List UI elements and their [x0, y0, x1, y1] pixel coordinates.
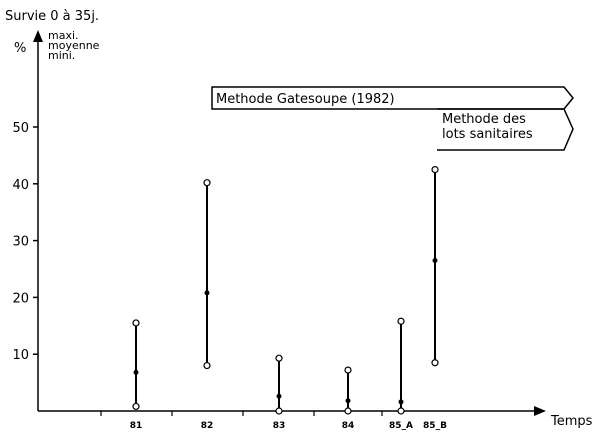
y-tick-label: 10: [12, 348, 29, 363]
max-point: [132, 319, 140, 327]
min-point: [132, 402, 140, 411]
y-tick-label: 50: [12, 121, 29, 136]
x-tick-label: 83: [273, 421, 286, 431]
mean-point: [398, 399, 404, 405]
mean-point: [432, 257, 438, 263]
mean-point: [345, 398, 351, 404]
method-lots-banner: [437, 108, 574, 151]
method-lots-label-line2: lots sanitaires: [442, 127, 533, 142]
min-point: [431, 359, 439, 367]
max-point: [203, 179, 211, 187]
x-axis-arrow: [534, 406, 546, 416]
y-axis-arrow: [33, 30, 43, 42]
legend-mean: moyenne: [48, 39, 100, 52]
y-tick-label: 40: [12, 178, 29, 193]
y-axis-label: %: [14, 41, 26, 56]
max-point: [431, 166, 439, 174]
legend-min: mini.: [48, 49, 75, 62]
x-tick-label: 82: [201, 421, 214, 431]
min-point: [203, 361, 211, 370]
chart-title: Survie 0 à 35j.: [5, 9, 99, 24]
x-axis-label: Temps: [550, 414, 593, 429]
max-point: [275, 354, 283, 362]
max-point: [344, 366, 352, 374]
x-tick-label: 84: [342, 421, 355, 431]
method-lots-label-line1: Methode des: [442, 112, 526, 127]
y-tick-label: 30: [12, 235, 29, 250]
y-tick-label: 20: [12, 291, 29, 306]
max-point: [397, 317, 405, 325]
min-point: [275, 407, 283, 415]
min-point: [397, 407, 405, 415]
x-tick-label: 81: [130, 421, 143, 431]
method-gatesoupe-banner: [211, 86, 574, 110]
x-tick-label: 85_B: [423, 421, 447, 431]
legend-max: maxi.: [48, 29, 79, 42]
mean-point: [276, 393, 282, 399]
mean-point: [133, 369, 139, 375]
method-gatesoupe-label: Methode Gatesoupe (1982): [216, 92, 395, 107]
mean-point: [204, 290, 210, 296]
x-tick-label: 85_A: [389, 421, 413, 431]
min-point: [344, 407, 352, 415]
